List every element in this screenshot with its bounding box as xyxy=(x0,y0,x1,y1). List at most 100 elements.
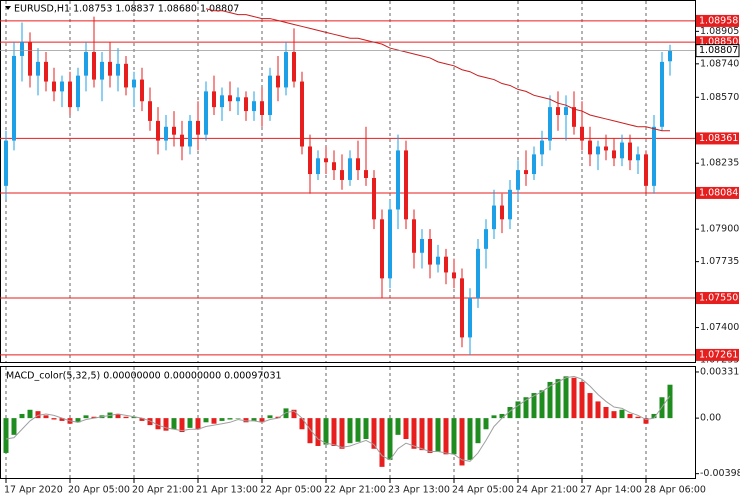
title-icon xyxy=(5,6,11,10)
macd-bar xyxy=(267,415,273,419)
candle-body xyxy=(668,50,672,62)
macd-bar xyxy=(379,418,385,467)
x-tick-label: 23 Apr 13:00 xyxy=(388,485,450,496)
signal-line xyxy=(5,375,671,462)
y-tick-label: 1.08235 xyxy=(700,158,739,169)
macd-bar xyxy=(547,381,553,419)
y-tick-label: -0.003988 xyxy=(700,468,740,479)
candle-body xyxy=(260,101,264,116)
candle-body xyxy=(60,81,64,92)
macd-bar xyxy=(259,418,265,423)
candle-body xyxy=(356,158,360,171)
candle-body xyxy=(540,140,544,155)
price-panel xyxy=(0,0,696,363)
macd-bar xyxy=(299,418,305,430)
candle-body xyxy=(68,81,72,108)
macd-bar xyxy=(459,418,465,466)
macd-bar xyxy=(395,418,401,435)
candle-body xyxy=(140,79,144,102)
macd-bar xyxy=(387,418,393,460)
y-tick-label: 1.08905 xyxy=(700,26,739,37)
x-tick-label: 24 Apr 21:00 xyxy=(516,485,578,496)
x-tick-label: 20 Apr 05:00 xyxy=(68,485,130,496)
macd-bar xyxy=(611,411,617,419)
level-label-box xyxy=(696,14,739,27)
candle-body xyxy=(196,120,200,135)
candle-body xyxy=(596,146,600,155)
level-label: 1.07550 xyxy=(699,293,738,304)
candle-body xyxy=(484,229,488,249)
candle-body xyxy=(628,142,632,161)
level-label: 1.08958 xyxy=(699,15,738,26)
macd-bar xyxy=(435,418,441,452)
candle-body xyxy=(268,75,272,116)
candle-body xyxy=(300,81,304,147)
macd-bar xyxy=(635,416,641,419)
candle-body xyxy=(92,52,96,80)
candle-body xyxy=(276,75,280,88)
macd-bar xyxy=(515,401,521,419)
macd-bar xyxy=(155,418,161,430)
y-tick-label: 1.08740 xyxy=(700,58,739,69)
candle-body xyxy=(156,120,160,141)
macd-bar xyxy=(59,418,65,421)
macd-bar xyxy=(467,418,473,460)
candle-body xyxy=(348,158,352,180)
macd-bar xyxy=(595,401,601,419)
candle-body xyxy=(292,52,296,82)
candle-body xyxy=(444,256,448,273)
candle-body xyxy=(660,61,664,127)
candle-body xyxy=(20,42,24,56)
candle-body xyxy=(388,209,392,279)
candle-body xyxy=(4,140,8,186)
candle-body xyxy=(124,63,128,88)
macd-bar xyxy=(507,406,513,419)
candle-body xyxy=(644,154,648,186)
macd-bar xyxy=(499,413,505,419)
candle-body xyxy=(12,55,16,141)
macd-bar xyxy=(83,415,89,419)
macd-bar xyxy=(139,418,145,421)
candle-body xyxy=(396,150,400,210)
macd-bar xyxy=(315,418,321,446)
candle-body xyxy=(468,298,472,338)
macd-bar xyxy=(355,418,361,442)
candle-body xyxy=(180,134,184,147)
candle-body xyxy=(452,272,456,279)
candle-body xyxy=(420,238,424,253)
macd-bar xyxy=(531,393,537,419)
macd-bar xyxy=(419,418,425,451)
candle-body xyxy=(212,91,216,108)
macd-title: MACD_color(5,32,5) 0.00000000 0.00000000… xyxy=(6,371,282,382)
x-tick-label: 22 Apr 21:00 xyxy=(324,485,386,496)
x-tick-label: 22 Apr 05:00 xyxy=(260,485,322,496)
macd-bar xyxy=(235,418,241,419)
candle-body xyxy=(508,189,512,220)
x-tick-label: 28 Apr 06:00 xyxy=(644,485,706,496)
x-tick-label: 17 Apr 2020 xyxy=(4,485,63,496)
candle-body xyxy=(132,79,136,88)
macd-bar xyxy=(347,418,353,444)
macd-bar xyxy=(427,418,433,453)
macd-bar xyxy=(555,379,561,419)
candle-body xyxy=(204,91,208,135)
macd-bar xyxy=(131,416,137,419)
level-label-box xyxy=(696,292,739,305)
macd-bar xyxy=(603,406,609,419)
candle-body xyxy=(340,170,344,180)
candle-body xyxy=(28,42,32,76)
candle-body xyxy=(436,256,440,265)
candle-body xyxy=(220,95,224,108)
level-label-box xyxy=(696,186,739,199)
candle-body xyxy=(588,140,592,155)
candle-body xyxy=(580,126,584,141)
last-price-label: 1.08807 xyxy=(699,45,738,56)
y-tick-label: 1.07400 xyxy=(700,322,739,333)
macd-bar xyxy=(43,415,49,419)
macd-bar xyxy=(75,418,81,423)
macd-bar xyxy=(667,384,673,419)
candle-body xyxy=(252,101,256,112)
macd-bar xyxy=(19,413,25,419)
macd-bar xyxy=(339,418,345,449)
